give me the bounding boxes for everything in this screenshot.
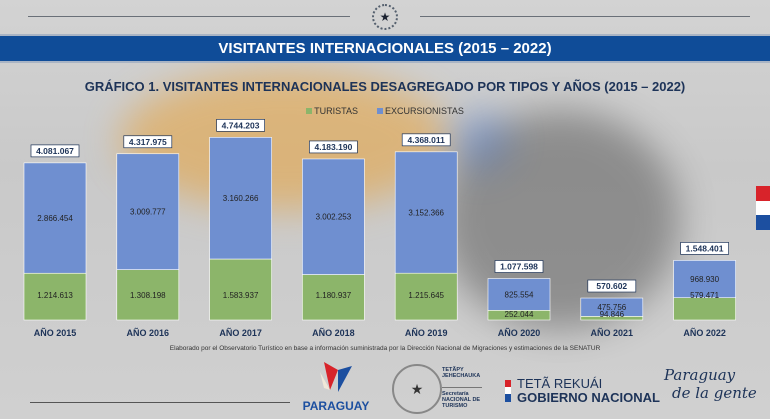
bar-turistas (673, 297, 736, 321)
total-label: 4.744.203 (222, 120, 260, 130)
total-label: 1.077.598 (500, 262, 538, 272)
data-label: 1.215.645 (408, 291, 444, 300)
legend-label-excursionistas: EXCURSIONISTAS (385, 105, 464, 116)
page-banner: VISITANTES INTERNACIONALES (2015 – 2022) (0, 34, 770, 63)
senatur-line-1: TETÃPY JEHECHAUKA (442, 367, 481, 379)
source-note: Elaborado por el Observatorio Turístico … (169, 345, 601, 352)
slogan-logo: Paraguay de la gente (664, 366, 757, 402)
senatur-seal-icon: ★ (392, 364, 442, 414)
bar-excursionistas (23, 162, 87, 274)
bar-turistas (394, 272, 458, 321)
data-label: 3.152.366 (408, 209, 444, 218)
footer-divider (30, 402, 290, 403)
data-label: 1.180.937 (316, 291, 352, 300)
bar-excursionistas (302, 158, 365, 275)
bar-excursionistas (487, 278, 551, 311)
total-label-box (494, 260, 544, 273)
data-label: 2.866.454 (37, 214, 73, 223)
data-label: 968.930 (690, 275, 719, 284)
background-toucan-head (440, 110, 680, 330)
paraguay-logo-text: PARAGUAY (302, 399, 370, 413)
bar-excursionistas (209, 137, 272, 260)
total-label-box (309, 140, 358, 154)
legend-label-turistas: TURISTAS (314, 105, 358, 116)
chart-title: GRÁFICO 1. VISITANTES INTERNACIONALES DE… (84, 79, 686, 94)
x-tick-label: AÑO 2017 (219, 328, 262, 338)
bar-excursionistas (673, 260, 736, 298)
x-tick-label: AÑO 2022 (683, 328, 726, 338)
senatur-line-2: Secretaría NACIONAL DE TURISMO (442, 391, 481, 409)
data-label: 1.583.937 (223, 291, 259, 300)
bar-excursionistas (394, 151, 458, 274)
data-label: 825.554 (505, 290, 534, 299)
stacked-bar-chart: 1.214.613 2.866.454 4.081.067 AÑO 2015 1.308… (23, 118, 736, 338)
x-tick-label: AÑO 2016 (127, 328, 170, 338)
header-divider-right (420, 16, 750, 17)
bar-turistas (302, 274, 365, 321)
paraguay-logo: PARAGUAY (300, 360, 372, 413)
paraguay-flag-icon (756, 186, 770, 230)
total-label-box (401, 133, 451, 147)
gobierno-flag-icon (505, 380, 511, 402)
chart-legend: TURISTAS EXCURSIONISTAS (0, 105, 770, 116)
bar-turistas (23, 272, 87, 321)
data-label: 3.009.777 (130, 208, 166, 217)
data-label: 3.160.266 (223, 194, 259, 203)
total-label-box (216, 118, 265, 132)
star-seal-icon: ★ (372, 4, 398, 30)
data-label: 1.308.198 (130, 291, 166, 300)
legend-swatch-excursionistas (377, 107, 383, 114)
bar-excursionistas (116, 153, 180, 270)
bar-turistas (209, 258, 272, 321)
total-label: 570.602 (596, 281, 627, 291)
gobierno-line-1: TETÃ REKUÁI (517, 376, 603, 391)
data-label: 579.471 (690, 291, 719, 300)
legend-swatch-turistas (306, 107, 313, 114)
header-divider-left (28, 16, 350, 17)
total-label-box (587, 279, 637, 293)
total-label-box (680, 242, 729, 255)
senatur-logo-text: TETÃPY JEHECHAUKA Secretaría NACIONAL DE… (442, 367, 482, 409)
total-label: 4.317.975 (129, 137, 167, 147)
total-label: 4.081.067 (36, 146, 74, 156)
x-tick-label: AÑO 2015 (34, 328, 77, 338)
data-label: 252.044 (505, 310, 534, 319)
total-label: 1.548.401 (686, 243, 724, 253)
gobierno-logo: TETÃ REKUÁI GOBIERNO NACIONAL (505, 377, 660, 405)
x-tick-label: AÑO 2018 (312, 328, 355, 338)
total-label: 4.183.190 (314, 142, 352, 152)
x-tick-label: AÑO 2019 (405, 328, 448, 338)
bar-excursionistas (580, 297, 644, 317)
slogan-line-1: Paraguay (664, 366, 736, 384)
background-toucan-eye (450, 110, 510, 170)
data-label: 475.756 (597, 303, 626, 312)
senatur-divider (442, 387, 482, 388)
gobierno-line-2: GOBIERNO NACIONAL (517, 390, 660, 405)
paraguay-brand-icon (320, 362, 352, 392)
total-label-box (123, 135, 173, 149)
bar-turistas (116, 269, 180, 321)
total-label: 4.368.011 (408, 135, 446, 145)
slogan-line-2: de la gente (672, 384, 757, 402)
data-label: 1.214.613 (37, 291, 73, 300)
total-label-box (30, 144, 80, 158)
data-label: 94.846 (600, 310, 625, 319)
data-label: 3.002.253 (316, 213, 352, 222)
x-tick-label: AÑO 2020 (498, 328, 541, 338)
x-tick-label: AÑO 2021 (591, 328, 634, 338)
